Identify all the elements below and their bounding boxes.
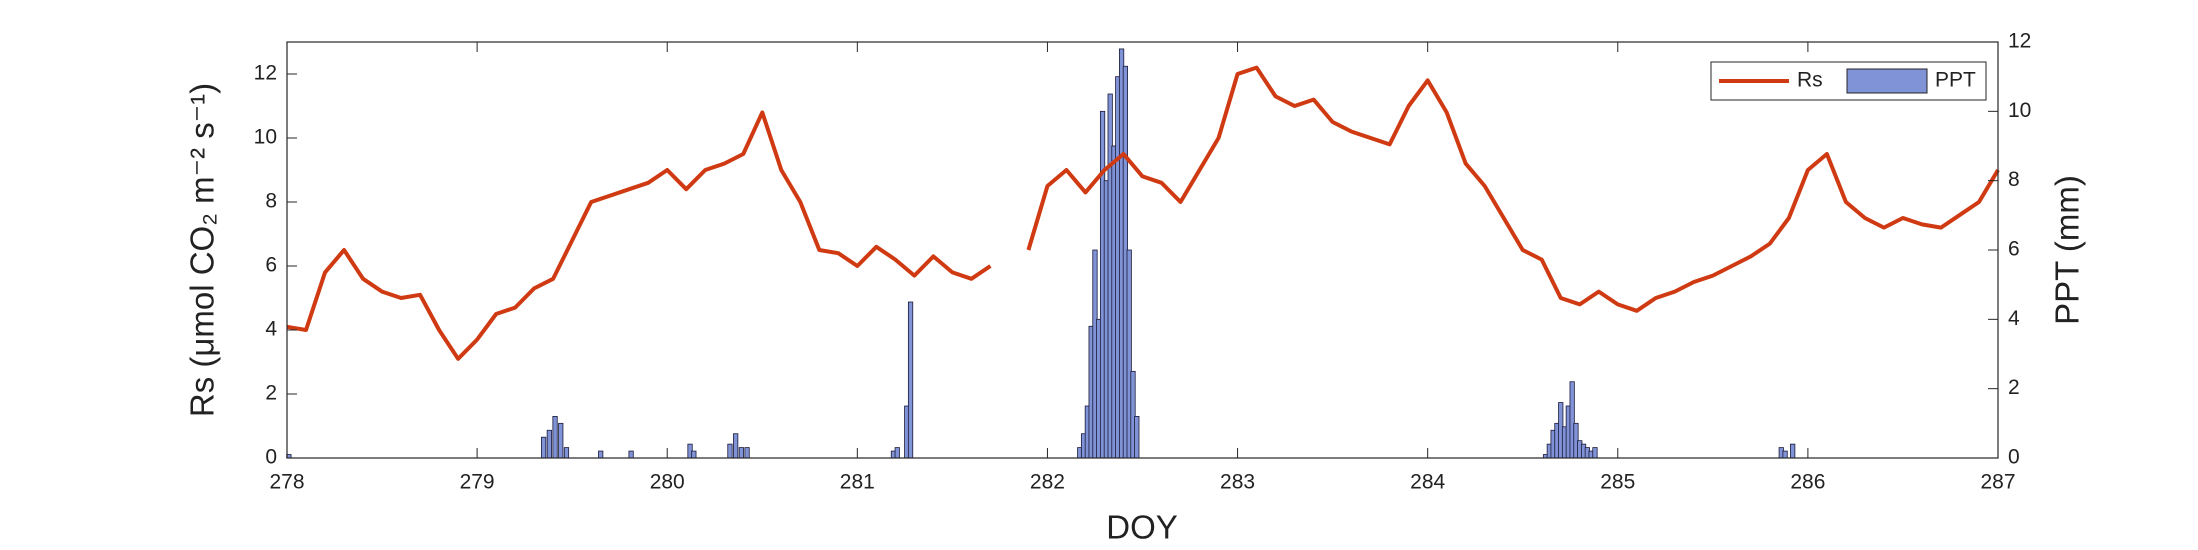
x-tick-label: 286 [1790, 471, 1825, 494]
x-tick-label: 278 [269, 471, 304, 494]
x-axis-label: DOY [1106, 509, 1178, 546]
bar [546, 429, 552, 459]
bar [907, 301, 914, 459]
line [286, 65, 2000, 361]
y2-tick-label: 8 [2008, 168, 2020, 191]
y2-tick-label: 0 [2008, 446, 2020, 469]
x-tick-label: 284 [1410, 471, 1445, 494]
bar [628, 450, 634, 459]
bar [563, 447, 570, 459]
y2-tick-label: 12 [2008, 30, 2031, 53]
bar [894, 447, 900, 459]
y-tick-label: 12 [254, 62, 277, 85]
bar [727, 443, 733, 459]
y-tick-label: 2 [265, 382, 277, 405]
bar [738, 447, 744, 459]
bar [733, 433, 739, 459]
x-tick-label: 280 [650, 471, 685, 494]
bar [1782, 450, 1788, 459]
bar [598, 450, 604, 459]
y-tick-label: 4 [265, 318, 277, 341]
x-tick-label: 283 [1220, 471, 1255, 494]
bar [552, 415, 558, 459]
x-tick-label: 279 [460, 471, 495, 494]
bar [1592, 447, 1598, 459]
legend-label: Rs [1797, 69, 1823, 92]
plot-area [287, 42, 1998, 458]
y-axis-label: Rs (μmol CO₂ m⁻² s⁻¹) [184, 83, 221, 417]
y2-tick-label: 6 [2008, 238, 2020, 261]
bar [691, 450, 697, 459]
x-tick-label: 287 [1980, 471, 2015, 494]
bar [1134, 415, 1140, 459]
y2-tick-label: 2 [2008, 376, 2020, 399]
legend-swatch [1846, 68, 1928, 94]
bar [541, 436, 547, 459]
y-tick-label: 8 [265, 190, 277, 213]
y-tick-label: 0 [265, 446, 277, 469]
y2-axis-label: PPT (mm) [2049, 175, 2086, 325]
legend-label: PPT [1935, 69, 1976, 92]
x-tick-label: 281 [840, 471, 875, 494]
y2-tick-label: 4 [2008, 307, 2020, 330]
y-tick-label: 10 [254, 126, 277, 149]
bar [744, 447, 750, 459]
y2-tick-label: 10 [2008, 99, 2031, 122]
y-tick-label: 6 [265, 254, 277, 277]
bar [1790, 443, 1796, 459]
bar [558, 422, 564, 459]
x-tick-label: 282 [1030, 471, 1065, 494]
x-tick-label: 285 [1600, 471, 1635, 494]
